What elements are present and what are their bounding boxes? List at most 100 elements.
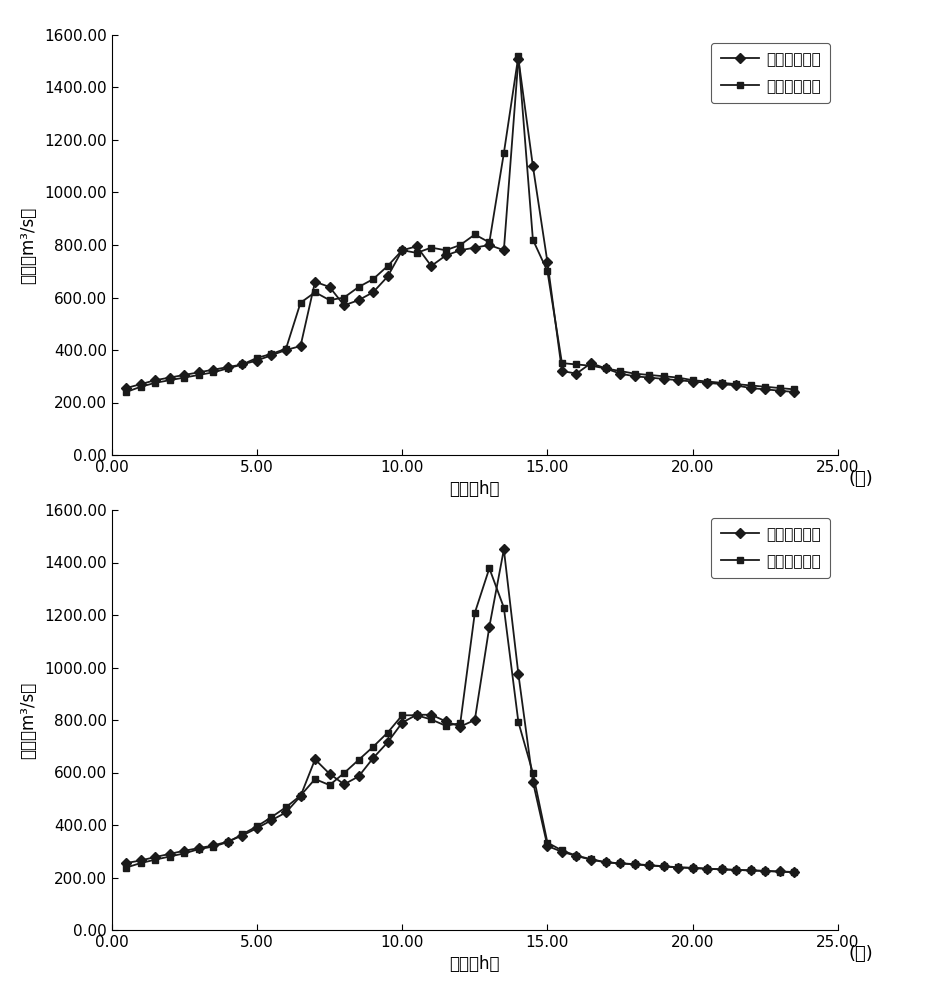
预测洪水流量 (658, 370, 669, 382)
实测洪水流量 (251, 822, 263, 834)
Line: 预测洪水流量: 预测洪水流量 (123, 565, 798, 876)
预测洪水流量 (353, 754, 364, 766)
实测洪水流量 (702, 863, 713, 875)
实测洪水流量 (557, 365, 568, 377)
预测洪水流量 (716, 863, 727, 875)
实测洪水流量 (135, 378, 146, 390)
实测洪水流量 (454, 244, 466, 256)
实测洪水流量 (266, 349, 277, 361)
预测洪水流量 (324, 779, 335, 791)
实测洪水流量 (324, 281, 335, 293)
预测洪水流量 (702, 375, 713, 387)
实测洪水流量 (353, 770, 364, 782)
实测洪水流量 (194, 842, 205, 854)
实测洪水流量 (586, 854, 597, 866)
预测洪水流量 (469, 228, 480, 240)
预测洪水流量 (397, 709, 408, 721)
实测洪水流量 (179, 369, 190, 381)
预测洪水流量 (571, 358, 582, 370)
Text: (ａ): (ａ) (849, 470, 873, 488)
预测洪水流量 (542, 837, 553, 849)
Line: 实测洪水流量: 实测洪水流量 (123, 546, 798, 875)
实测洪水流量 (557, 846, 568, 858)
预测洪水流量 (397, 244, 408, 256)
实测洪水流量 (702, 377, 713, 389)
预测洪水流量 (498, 147, 509, 159)
实测洪水流量 (339, 778, 350, 790)
实测洪水流量 (309, 276, 320, 288)
预测洪水流量 (600, 856, 611, 868)
实测洪水流量 (745, 864, 756, 876)
实测洪水流量 (309, 753, 320, 765)
实测洪水流量 (469, 242, 480, 254)
实测洪水流量 (586, 357, 597, 369)
实测洪水流量 (208, 364, 219, 376)
预测洪水流量 (295, 790, 306, 802)
预测洪水流量 (643, 369, 654, 381)
预测洪水流量 (150, 854, 161, 866)
预测洪水流量 (513, 716, 524, 728)
实测洪水流量 (368, 752, 379, 764)
预测洪水流量 (208, 841, 219, 853)
实测洪水流量 (716, 863, 727, 875)
实测洪水流量 (745, 382, 756, 394)
实测洪水流量 (513, 668, 524, 680)
实测洪水流量 (484, 621, 495, 633)
预测洪水流量 (324, 294, 335, 306)
实测洪水流量 (484, 239, 495, 251)
Y-axis label: 流量（m³/s）: 流量（m³/s） (20, 681, 37, 759)
预测洪水流量 (412, 247, 423, 259)
预测洪水流量 (513, 50, 524, 62)
预测洪水流量 (223, 362, 234, 374)
预测洪水流量 (280, 343, 291, 355)
预测洪水流量 (789, 866, 800, 878)
预测洪水流量 (440, 720, 452, 732)
预测洪水流量 (368, 273, 379, 285)
实测洪水流量 (295, 790, 306, 802)
预测洪水流量 (629, 858, 641, 870)
预测洪水流量 (194, 369, 205, 381)
预测洪水流量 (309, 286, 320, 298)
预测洪水流量 (236, 828, 248, 840)
实测洪水流量 (412, 240, 423, 252)
预测洪水流量 (731, 864, 742, 876)
预测洪水流量 (223, 836, 234, 848)
实测洪水流量 (121, 382, 132, 394)
实测洪水流量 (135, 854, 146, 866)
预测洪水流量 (629, 368, 641, 380)
预测洪水流量 (135, 381, 146, 393)
预测洪水流量 (469, 607, 480, 619)
预测洪水流量 (454, 717, 466, 729)
预测洪水流量 (266, 348, 277, 360)
实测洪水流量 (339, 299, 350, 311)
预测洪水流量 (368, 741, 379, 753)
实测洪水流量 (571, 850, 582, 862)
预测洪水流量 (484, 562, 495, 574)
预测洪水流量 (586, 853, 597, 865)
预测洪水流量 (339, 767, 350, 779)
实测洪水流量 (658, 860, 669, 872)
实测洪水流量 (382, 270, 393, 282)
预测洪水流量 (745, 864, 756, 876)
预测洪水流量 (382, 260, 393, 272)
预测洪水流量 (557, 357, 568, 369)
实测洪水流量 (614, 368, 626, 380)
预测洪水流量 (353, 281, 364, 293)
实测洪水流量 (353, 294, 364, 306)
预测洪水流量 (702, 863, 713, 875)
预测洪水流量 (295, 297, 306, 309)
预测洪水流量 (339, 292, 350, 304)
实测洪水流量 (280, 806, 291, 818)
实测洪水流量 (760, 865, 771, 877)
预测洪水流量 (382, 727, 393, 739)
预测洪水流量 (760, 381, 771, 393)
预测洪水流量 (179, 372, 190, 384)
实测洪水流量 (687, 375, 698, 387)
实测洪水流量 (440, 715, 452, 727)
预测洪水流量 (208, 366, 219, 378)
实测洪水流量 (600, 856, 611, 868)
预测洪水流量 (614, 857, 626, 869)
实测洪水流量 (716, 378, 727, 390)
实测洪水流量 (412, 709, 423, 721)
实测洪水流量 (760, 383, 771, 395)
